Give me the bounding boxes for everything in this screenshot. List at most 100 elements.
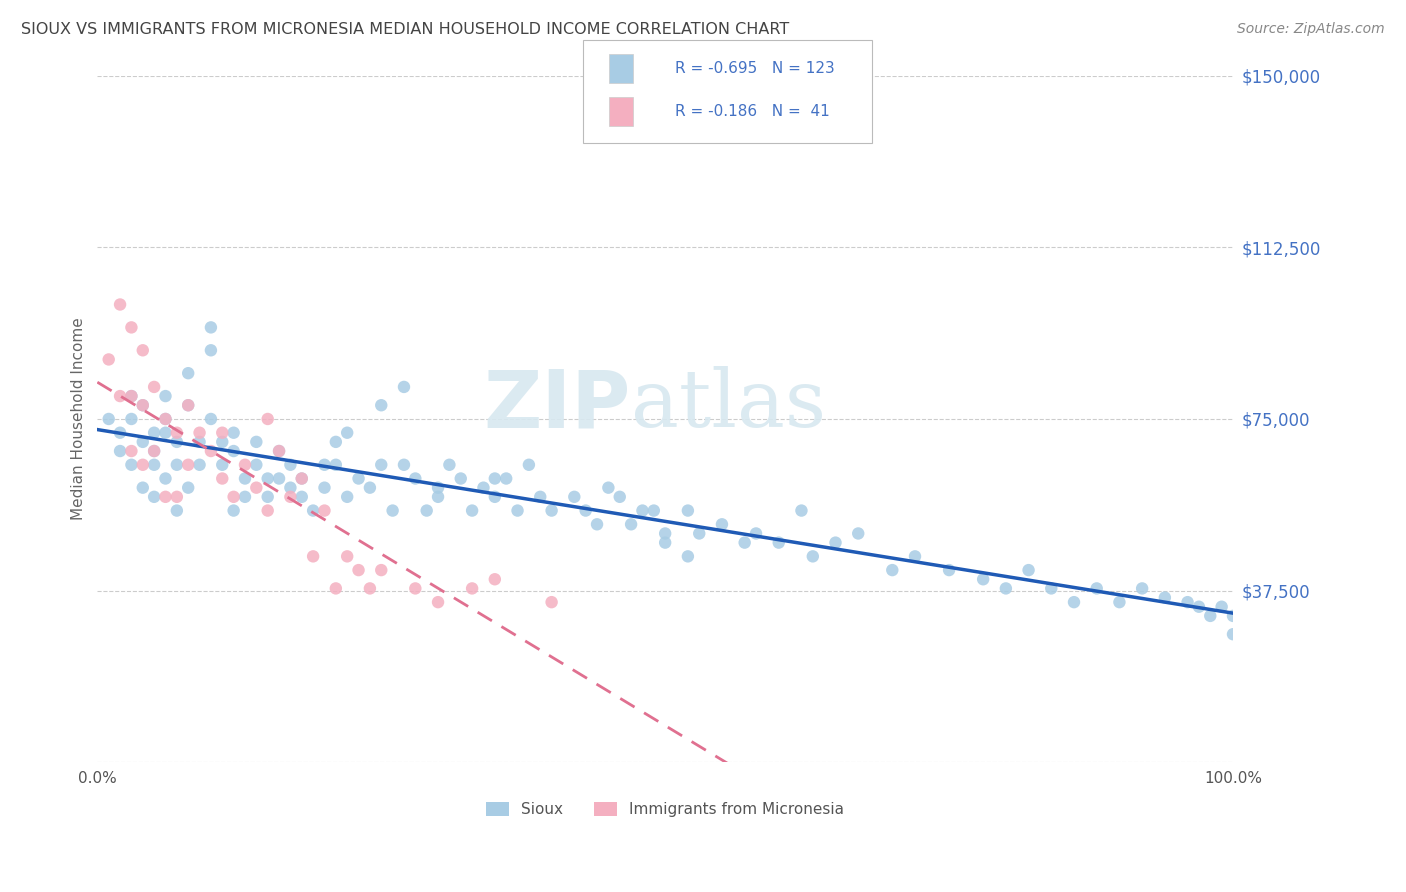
Point [938,563,960,577]
Point [314,503,336,517]
Text: ZIP: ZIP [484,367,631,444]
Point [302,503,325,517]
Point [233,471,256,485]
Point [291,471,314,485]
Point [314,481,336,495]
Y-axis label: Median Household Income: Median Household Income [72,318,86,520]
Point [688,526,710,541]
Point [1130,582,1153,596]
Point [598,481,620,495]
Point [155,412,177,426]
Point [404,471,426,485]
Point [734,535,756,549]
Point [97,412,120,426]
Point [233,458,256,472]
Point [222,425,245,440]
Point [143,444,166,458]
Point [108,389,131,403]
Point [1211,599,1233,614]
Point [200,343,222,358]
Point [211,471,233,485]
Point [325,434,347,449]
Point [302,549,325,564]
Point [404,582,426,596]
Point [155,412,177,426]
Point [132,398,155,412]
Point [143,458,166,472]
Point [132,398,155,412]
Point [506,503,529,517]
Point [280,481,302,495]
Point [540,595,562,609]
Point [1108,595,1130,609]
Point [1222,608,1244,623]
Point [177,398,200,412]
Point [291,490,314,504]
Point [200,320,222,334]
Point [1199,608,1222,623]
Point [256,471,278,485]
Point [267,471,290,485]
Point [177,481,200,495]
Point [155,490,177,504]
Point [336,425,359,440]
Point [166,503,188,517]
Point [280,490,302,504]
Point [245,458,267,472]
Point [200,412,222,426]
Point [676,503,699,517]
Point [132,434,155,449]
Point [484,471,506,485]
Point [370,458,392,472]
Point [120,444,142,458]
Point [676,549,699,564]
Text: R = -0.695   N = 123: R = -0.695 N = 123 [675,62,835,76]
Point [359,481,381,495]
Point [166,425,188,440]
Point [143,490,166,504]
Point [768,535,790,549]
Point [155,389,177,403]
Point [222,490,245,504]
Point [108,425,131,440]
Point [177,458,200,472]
Point [370,398,392,412]
Point [1085,582,1108,596]
Point [495,471,517,485]
Text: SIOUX VS IMMIGRANTS FROM MICRONESIA MEDIAN HOUSEHOLD INCOME CORRELATION CHART: SIOUX VS IMMIGRANTS FROM MICRONESIA MEDI… [21,22,789,37]
Point [143,444,166,458]
Point [132,481,155,495]
Text: Source: ZipAtlas.com: Source: ZipAtlas.com [1237,22,1385,37]
Point [439,458,461,472]
Point [484,490,506,504]
Point [222,444,245,458]
Point [97,352,120,367]
Point [314,458,336,472]
Point [620,517,643,532]
Point [540,503,562,517]
Point [200,444,222,458]
Point [120,458,142,472]
Point [801,549,824,564]
Point [211,425,233,440]
Point [450,471,472,485]
Point [427,490,450,504]
Point [631,503,654,517]
Point [994,582,1017,596]
Point [155,471,177,485]
Point [132,458,155,472]
Point [188,425,211,440]
Point [710,517,733,532]
Point [267,444,290,458]
Point [245,481,267,495]
Point [1222,627,1244,641]
Point [1018,563,1040,577]
Text: atlas: atlas [631,367,827,444]
Point [654,535,676,549]
Point [325,582,347,596]
Point [120,320,142,334]
Point [1177,595,1199,609]
Point [461,503,484,517]
Point [824,535,846,549]
Point [256,412,278,426]
